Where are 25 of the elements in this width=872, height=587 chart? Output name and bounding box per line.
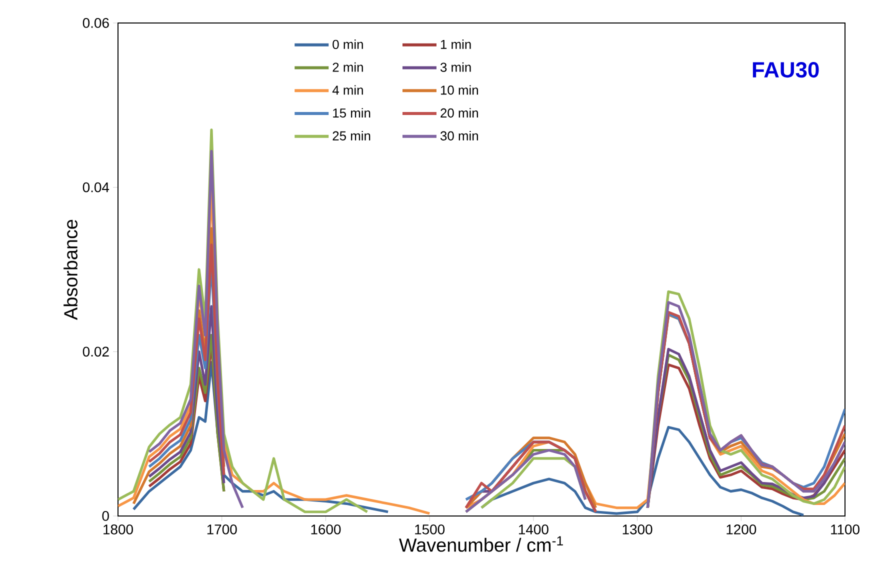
- x-axis-title: Wavenumber / cm$^{-1}$: [399, 536, 563, 552]
- x-tick-label: 1200: [726, 524, 756, 534]
- legend-label: 3 min: [440, 62, 471, 72]
- y-tick-label: 0: [102, 511, 109, 521]
- y-tick-label: 0.06: [82, 18, 109, 28]
- y-tick-label: 0.02: [82, 346, 109, 357]
- x-tick-label: 1400: [518, 524, 548, 534]
- x-tick-label: 1300: [622, 524, 652, 534]
- x-tick-label: 1100: [831, 524, 860, 534]
- legend-label: 30 min: [440, 130, 478, 140]
- legend-label: 0 min: [332, 39, 363, 50]
- x-tick-label: 1600: [311, 524, 341, 534]
- legend-label: 20 min: [440, 108, 478, 118]
- legend-label: 1 min: [440, 39, 471, 49]
- legend-label: 25 min: [332, 130, 370, 140]
- legend-label: 15 min: [333, 108, 370, 118]
- x-tick-label: 1700: [207, 524, 237, 534]
- x-tick-label: 1800: [104, 524, 133, 534]
- legend-label: 4 min: [332, 85, 363, 95]
- y-tick-label: 0.04: [82, 182, 110, 192]
- legend-label: 10 min: [440, 85, 478, 95]
- legend-label: 2 min: [332, 62, 363, 72]
- x-tick-label: 1500: [415, 524, 445, 534]
- y-axis-title: Absorbance: [64, 220, 78, 320]
- annotation: FAU30: [752, 62, 819, 78]
